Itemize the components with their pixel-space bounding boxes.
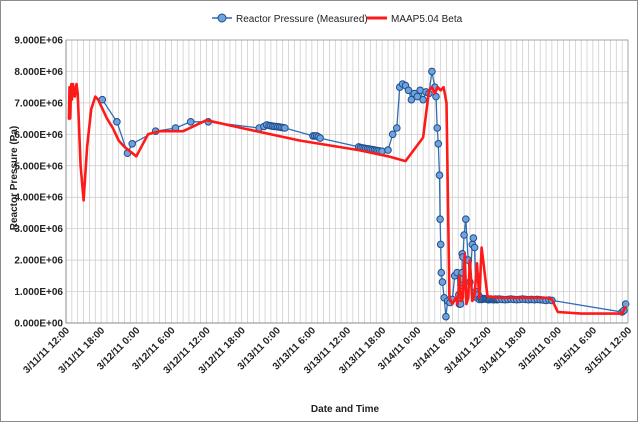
measured-point	[434, 140, 443, 148]
measured-point	[438, 278, 447, 286]
y-tick-label: 4.000E+06	[14, 193, 63, 204]
y-tick-label: 7.000E+06	[14, 98, 63, 109]
y-axis-title: Reactor Pressure (Pa)	[9, 126, 20, 231]
plot-border	[65, 39, 629, 324]
maap-line	[67, 82, 627, 315]
measured-point	[436, 215, 444, 223]
series-maap	[67, 82, 627, 315]
legend: Reactor Pressure (Measured) MAAP5.04 Bet…	[212, 13, 463, 25]
measured-point	[281, 124, 289, 132]
measured-point	[316, 134, 324, 142]
measured-point	[113, 118, 121, 126]
measured-point	[433, 124, 442, 132]
legend-measured-marker	[217, 13, 227, 23]
measured-point	[436, 240, 445, 249]
measured-point	[413, 92, 422, 101]
measured-point	[393, 124, 401, 132]
measured-point	[469, 234, 478, 242]
y-tick-label: 3.000E+06	[14, 224, 63, 235]
legend-measured-label: Reactor Pressure (Measured)	[236, 14, 368, 25]
measured-point	[404, 86, 413, 95]
measured-point	[432, 92, 440, 101]
legend-maap-label: MAAP5.04 Beta	[391, 14, 463, 25]
y-tick-label: 8.000E+06	[14, 67, 63, 78]
measured-point	[407, 95, 416, 104]
measured-point	[435, 171, 444, 179]
measured-point	[388, 130, 397, 139]
measured-point	[428, 67, 436, 76]
y-tick-label: 6.000E+06	[14, 130, 63, 141]
y-tick-label: 0.000E+00	[14, 319, 63, 330]
measured-point	[462, 215, 470, 223]
series-measured	[98, 67, 630, 321]
measured-point	[384, 146, 392, 154]
x-axis-title: Date and Time	[311, 404, 380, 415]
x-axis-ticks: 3/11/11 12:003/11/11 18:003/12/11 0:003/…	[21, 325, 634, 376]
y-tick-label: 2.000E+06	[14, 256, 63, 267]
y-tick-label: 9.000E+06	[14, 36, 63, 47]
measured-point	[128, 140, 136, 148]
y-axis-ticks: 0.000E+00 1.000E+06 2.000E+06 3.000E+06 4.00…	[14, 36, 63, 330]
y-tick-label: 5.000E+06	[14, 161, 63, 172]
axes	[65, 39, 629, 324]
measured-point	[437, 268, 446, 277]
y-tick-label: 1.000E+06	[14, 287, 63, 298]
measured-point	[419, 95, 427, 104]
measured-point	[442, 312, 450, 321]
measured-point	[460, 231, 468, 239]
measured-point	[470, 243, 479, 252]
measured-point	[186, 118, 195, 126]
